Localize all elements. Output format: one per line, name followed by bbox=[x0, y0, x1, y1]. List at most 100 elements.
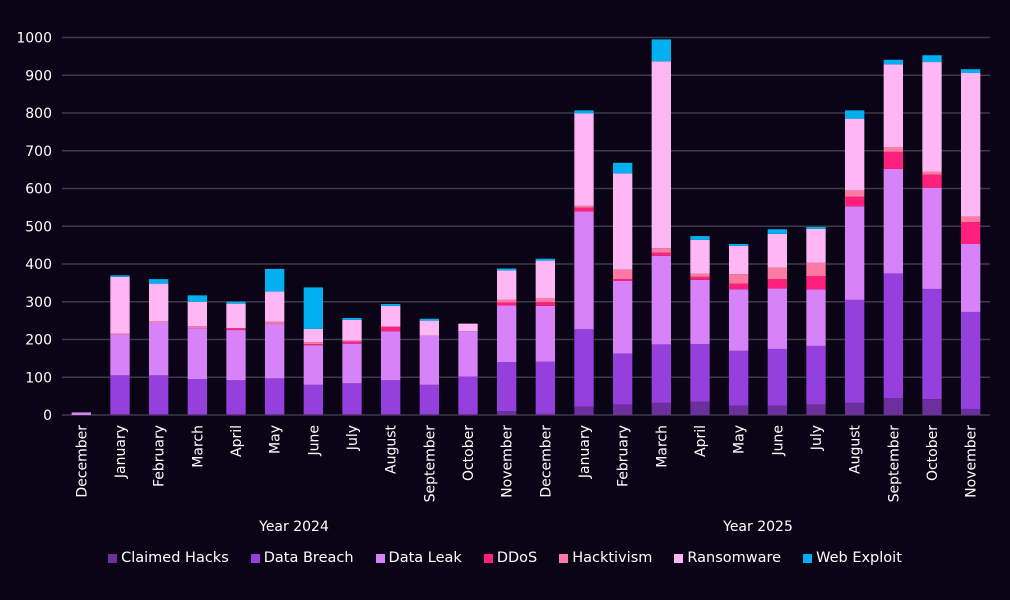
bar-segment-hacktivism bbox=[497, 299, 517, 303]
bar-segment-data-breach bbox=[767, 348, 787, 406]
bar-segment-claimed-hacks bbox=[419, 414, 439, 415]
x-tick-label: February bbox=[616, 425, 632, 487]
bar-segment-data-leak bbox=[961, 243, 981, 312]
bar-segment-ransomware bbox=[690, 239, 710, 274]
bar-segment-data-leak bbox=[535, 305, 555, 362]
bar-segment-data-breach bbox=[883, 273, 903, 399]
x-axis-groups: Year 2024 Year 2025 bbox=[258, 519, 793, 535]
bar-segment-hacktivism bbox=[883, 147, 903, 152]
bar-segment-claimed-hacks bbox=[535, 413, 555, 415]
legend-item[interactable]: Data Leak bbox=[375, 550, 462, 566]
bar-segment-hacktivism bbox=[265, 321, 285, 324]
bar-segment-hacktivism bbox=[961, 216, 981, 223]
x-tick-label: August bbox=[384, 424, 400, 474]
x-tick-label: June bbox=[306, 425, 322, 457]
bar-segment-web-exploit bbox=[690, 236, 710, 240]
bar-segment-web-exploit bbox=[651, 39, 671, 62]
bar-segment-ddos bbox=[574, 207, 594, 212]
bar-segment-hacktivism bbox=[149, 321, 169, 323]
bar-segment-web-exploit bbox=[883, 59, 903, 65]
x-tick-label: January bbox=[577, 425, 593, 479]
bar-segment-data-breach bbox=[110, 375, 130, 415]
bar-segment-data-leak bbox=[729, 289, 749, 351]
legend-item[interactable]: Ransomware bbox=[674, 550, 781, 566]
bar-segment-web-exploit bbox=[226, 301, 246, 304]
bar-segment-hacktivism bbox=[303, 342, 323, 345]
legend-swatch bbox=[674, 553, 684, 563]
bar-segment-claimed-hacks bbox=[226, 414, 246, 415]
bar-segment-web-exploit bbox=[845, 110, 865, 119]
bar-segment-data-breach bbox=[535, 361, 555, 414]
x-tick-label: February bbox=[152, 425, 168, 487]
bar-segment-hacktivism bbox=[729, 274, 749, 284]
bar-segment-ransomware bbox=[342, 319, 362, 341]
legend-swatch bbox=[559, 553, 569, 563]
legend-item[interactable]: Claimed Hacks bbox=[108, 550, 229, 566]
bar-segment-web-exploit bbox=[187, 295, 207, 302]
x-tick-label: July bbox=[809, 425, 825, 451]
y-tick-label: 900 bbox=[25, 68, 52, 84]
bars bbox=[71, 39, 981, 415]
bar-segment-ddos bbox=[922, 174, 942, 188]
bar-segment-data-breach bbox=[342, 383, 362, 415]
bar-segment-ddos bbox=[226, 328, 246, 331]
legend-swatch bbox=[803, 553, 813, 563]
bar-segment-web-exploit bbox=[303, 287, 323, 329]
legend-item[interactable]: DDoS bbox=[483, 550, 537, 566]
bar-segment-data-breach bbox=[806, 345, 826, 405]
bar-segment-claimed-hacks bbox=[883, 398, 903, 415]
bar-segment-web-exploit bbox=[922, 55, 942, 63]
bar-segment-ransomware bbox=[110, 276, 130, 334]
legend-label: Web Exploit bbox=[816, 550, 902, 566]
legend-label: Data Breach bbox=[263, 550, 354, 566]
bar-segment-web-exploit bbox=[149, 279, 169, 284]
bar-segment-data-leak bbox=[690, 279, 710, 345]
legend-item[interactable]: Data Breach bbox=[250, 550, 354, 566]
bar-segment-data-breach bbox=[613, 353, 633, 405]
x-tick-label: May bbox=[268, 425, 284, 454]
bar-segment-ransomware bbox=[806, 228, 826, 263]
bar-segment-data-breach bbox=[845, 299, 865, 403]
bar-segment-data-breach bbox=[381, 380, 401, 415]
bar-segment-hacktivism bbox=[342, 340, 362, 342]
bar-segment-ddos bbox=[729, 283, 749, 290]
legend: Claimed Hacks Data Breach Data Leak DDoS Hac… bbox=[0, 550, 1010, 566]
bar-segment-claimed-hacks bbox=[303, 414, 323, 415]
bar-segment-claimed-hacks bbox=[613, 404, 633, 415]
y-tick-label: 0 bbox=[43, 408, 52, 424]
x-group-label: Year 2025 bbox=[722, 519, 793, 535]
y-tick-label: 400 bbox=[25, 257, 52, 273]
bar-segment-ransomware bbox=[651, 61, 671, 249]
bar-segment-data-breach bbox=[961, 311, 981, 409]
bar-segment-hacktivism bbox=[922, 171, 942, 175]
bar-segment-hacktivism bbox=[651, 248, 671, 253]
bar-segment-data-breach bbox=[149, 375, 169, 415]
bar-segment-ddos bbox=[690, 276, 710, 280]
legend-item[interactable]: Web Exploit bbox=[803, 550, 902, 566]
x-tick-label: April bbox=[693, 425, 709, 457]
legend-item[interactable]: Hacktivism bbox=[559, 550, 652, 566]
y-tick-label: 100 bbox=[25, 370, 52, 386]
bar-segment-ransomware bbox=[845, 118, 865, 191]
x-tick-label: December bbox=[74, 425, 90, 498]
bar-segment-ransomware bbox=[303, 328, 323, 343]
bar-segment-ransomware bbox=[535, 260, 555, 299]
bar-segment-claimed-hacks bbox=[767, 405, 787, 415]
bar-segment-hacktivism bbox=[690, 273, 710, 277]
x-tick-label: January bbox=[113, 425, 129, 479]
bar-segment-web-exploit bbox=[497, 268, 517, 271]
x-group-label: Year 2024 bbox=[258, 519, 329, 535]
bar-segment-data-breach bbox=[419, 384, 439, 415]
bar-segment-data-breach bbox=[497, 362, 517, 412]
y-tick-label: 700 bbox=[25, 144, 52, 160]
gridlines bbox=[62, 36, 990, 416]
y-axis-ticks: 0 100 200 300 400 500 600 700 800 900 1000 bbox=[16, 31, 52, 425]
bar-segment-ddos bbox=[497, 302, 517, 306]
bar-segment-ransomware bbox=[187, 301, 207, 327]
bar-segment-ransomware bbox=[265, 291, 285, 322]
bar-segment-web-exploit bbox=[574, 110, 594, 114]
bar-segment-data-breach bbox=[651, 344, 671, 403]
x-tick-label: October bbox=[925, 425, 941, 481]
x-tick-label: September bbox=[422, 425, 438, 503]
bar-segment-data-breach bbox=[265, 378, 285, 415]
